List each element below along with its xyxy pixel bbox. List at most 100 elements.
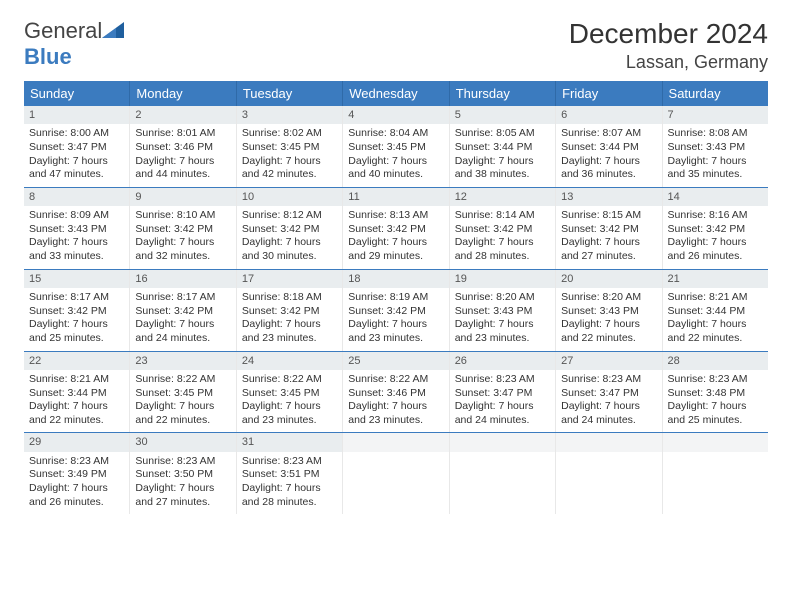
daylight-text-2: and 35 minutes. [668,168,763,182]
day-cell: 29Sunrise: 8:23 AMSunset: 3:49 PMDayligh… [24,433,130,514]
daylight-text-1: Daylight: 7 hours [135,236,230,250]
daylight-text-2: and 23 minutes. [242,332,337,346]
day-number: 24 [237,352,342,370]
day-number: 3 [237,106,342,124]
day-cell [663,433,768,514]
day-cell: 7Sunrise: 8:08 AMSunset: 3:43 PMDaylight… [663,106,768,187]
sunset-text: Sunset: 3:47 PM [455,387,550,401]
daylight-text-2: and 27 minutes. [135,496,230,510]
day-cell: 30Sunrise: 8:23 AMSunset: 3:50 PMDayligh… [130,433,236,514]
week-row: 29Sunrise: 8:23 AMSunset: 3:49 PMDayligh… [24,432,768,514]
day-number: 26 [450,352,555,370]
daylight-text-1: Daylight: 7 hours [348,400,443,414]
day-body: Sunrise: 8:17 AMSunset: 3:42 PMDaylight:… [130,288,235,351]
sunrise-text: Sunrise: 8:07 AM [561,127,656,141]
daylight-text-1: Daylight: 7 hours [668,155,763,169]
daylight-text-1: Daylight: 7 hours [29,155,124,169]
day-body: Sunrise: 8:17 AMSunset: 3:42 PMDaylight:… [24,288,129,351]
daylight-text-1: Daylight: 7 hours [561,400,656,414]
sunrise-text: Sunrise: 8:22 AM [242,373,337,387]
sunset-text: Sunset: 3:45 PM [242,141,337,155]
day-cell: 31Sunrise: 8:23 AMSunset: 3:51 PMDayligh… [237,433,343,514]
sunrise-text: Sunrise: 8:19 AM [348,291,443,305]
sunset-text: Sunset: 3:43 PM [561,305,656,319]
day-cell: 14Sunrise: 8:16 AMSunset: 3:42 PMDayligh… [663,188,768,269]
day-body: Sunrise: 8:07 AMSunset: 3:44 PMDaylight:… [556,124,661,187]
sunset-text: Sunset: 3:42 PM [135,305,230,319]
day-number: 8 [24,188,129,206]
sunset-text: Sunset: 3:46 PM [348,387,443,401]
week-row: 15Sunrise: 8:17 AMSunset: 3:42 PMDayligh… [24,269,768,351]
day-number [450,433,555,451]
sunset-text: Sunset: 3:43 PM [455,305,550,319]
daylight-text-1: Daylight: 7 hours [29,236,124,250]
sunset-text: Sunset: 3:47 PM [29,141,124,155]
sunrise-text: Sunrise: 8:17 AM [29,291,124,305]
daylight-text-1: Daylight: 7 hours [135,318,230,332]
day-number: 23 [130,352,235,370]
sunset-text: Sunset: 3:44 PM [29,387,124,401]
sunset-text: Sunset: 3:42 PM [242,223,337,237]
day-number: 14 [663,188,768,206]
day-number: 15 [24,270,129,288]
daylight-text-2: and 24 minutes. [135,332,230,346]
sunset-text: Sunset: 3:42 PM [455,223,550,237]
day-cell: 16Sunrise: 8:17 AMSunset: 3:42 PMDayligh… [130,270,236,351]
sunrise-text: Sunrise: 8:23 AM [561,373,656,387]
day-cell: 18Sunrise: 8:19 AMSunset: 3:42 PMDayligh… [343,270,449,351]
day-body: Sunrise: 8:21 AMSunset: 3:44 PMDaylight:… [663,288,768,351]
day-number: 25 [343,352,448,370]
day-cell: 25Sunrise: 8:22 AMSunset: 3:46 PMDayligh… [343,352,449,433]
daylight-text-2: and 22 minutes. [561,332,656,346]
day-cell: 13Sunrise: 8:15 AMSunset: 3:42 PMDayligh… [556,188,662,269]
day-number: 13 [556,188,661,206]
day-cell: 4Sunrise: 8:04 AMSunset: 3:45 PMDaylight… [343,106,449,187]
day-number: 5 [450,106,555,124]
sunset-text: Sunset: 3:42 PM [135,223,230,237]
day-body: Sunrise: 8:22 AMSunset: 3:45 PMDaylight:… [237,370,342,433]
daylight-text-2: and 24 minutes. [455,414,550,428]
daylight-text-1: Daylight: 7 hours [455,318,550,332]
sunrise-text: Sunrise: 8:12 AM [242,209,337,223]
sunset-text: Sunset: 3:42 PM [348,305,443,319]
sunset-text: Sunset: 3:50 PM [135,468,230,482]
day-cell: 17Sunrise: 8:18 AMSunset: 3:42 PMDayligh… [237,270,343,351]
day-body: Sunrise: 8:00 AMSunset: 3:47 PMDaylight:… [24,124,129,187]
day-number: 31 [237,433,342,451]
day-number: 16 [130,270,235,288]
daylight-text-1: Daylight: 7 hours [561,236,656,250]
week-row: 8Sunrise: 8:09 AMSunset: 3:43 PMDaylight… [24,187,768,269]
daylight-text-2: and 30 minutes. [242,250,337,264]
sunset-text: Sunset: 3:42 PM [29,305,124,319]
logo: General Blue [24,18,124,70]
day-body: Sunrise: 8:23 AMSunset: 3:51 PMDaylight:… [237,452,342,515]
sunset-text: Sunset: 3:43 PM [668,141,763,155]
daylight-text-2: and 28 minutes. [455,250,550,264]
day-number: 22 [24,352,129,370]
sunrise-text: Sunrise: 8:22 AM [135,373,230,387]
logo-text: General Blue [24,18,124,70]
daylight-text-1: Daylight: 7 hours [242,236,337,250]
location: Lassan, Germany [569,52,768,73]
daylight-text-2: and 22 minutes. [29,414,124,428]
header: General Blue December 2024 Lassan, Germa… [24,18,768,73]
sunset-text: Sunset: 3:51 PM [242,468,337,482]
day-header-cell: Monday [130,81,236,106]
day-cell: 8Sunrise: 8:09 AMSunset: 3:43 PMDaylight… [24,188,130,269]
day-number: 4 [343,106,448,124]
sunrise-text: Sunrise: 8:17 AM [135,291,230,305]
day-number [556,433,661,451]
day-body: Sunrise: 8:22 AMSunset: 3:46 PMDaylight:… [343,370,448,433]
day-body: Sunrise: 8:16 AMSunset: 3:42 PMDaylight:… [663,206,768,269]
sunset-text: Sunset: 3:49 PM [29,468,124,482]
sunrise-text: Sunrise: 8:15 AM [561,209,656,223]
day-body: Sunrise: 8:18 AMSunset: 3:42 PMDaylight:… [237,288,342,351]
day-body: Sunrise: 8:20 AMSunset: 3:43 PMDaylight:… [556,288,661,351]
daylight-text-1: Daylight: 7 hours [668,400,763,414]
daylight-text-1: Daylight: 7 hours [455,400,550,414]
daylight-text-1: Daylight: 7 hours [242,400,337,414]
day-number: 29 [24,433,129,451]
day-cell: 23Sunrise: 8:22 AMSunset: 3:45 PMDayligh… [130,352,236,433]
day-number: 28 [663,352,768,370]
daylight-text-1: Daylight: 7 hours [455,236,550,250]
